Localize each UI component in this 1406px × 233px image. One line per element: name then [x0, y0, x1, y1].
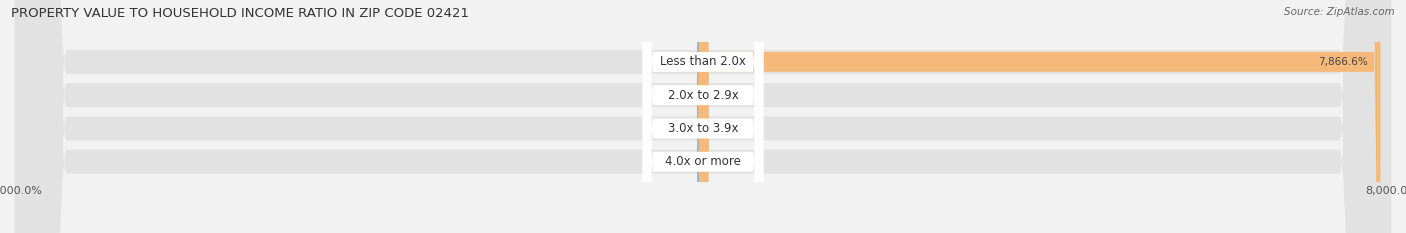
Text: 18.9%: 18.9%: [711, 157, 745, 167]
Text: Source: ZipAtlas.com: Source: ZipAtlas.com: [1284, 7, 1395, 17]
Text: 10.5%: 10.5%: [662, 90, 695, 100]
FancyBboxPatch shape: [15, 0, 1391, 233]
Text: Less than 2.0x: Less than 2.0x: [659, 55, 747, 69]
Text: 68.8%: 68.8%: [657, 157, 690, 167]
Text: 7.0%: 7.0%: [669, 123, 696, 134]
Text: 9.7%: 9.7%: [710, 90, 737, 100]
FancyBboxPatch shape: [703, 0, 1381, 233]
FancyBboxPatch shape: [643, 0, 763, 233]
FancyBboxPatch shape: [643, 0, 763, 233]
Text: 2.0x to 2.9x: 2.0x to 2.9x: [668, 89, 738, 102]
Text: 4.0x or more: 4.0x or more: [665, 155, 741, 168]
Text: PROPERTY VALUE TO HOUSEHOLD INCOME RATIO IN ZIP CODE 02421: PROPERTY VALUE TO HOUSEHOLD INCOME RATIO…: [11, 7, 470, 20]
FancyBboxPatch shape: [696, 0, 704, 233]
FancyBboxPatch shape: [643, 0, 763, 233]
FancyBboxPatch shape: [699, 0, 710, 233]
Text: 24.1%: 24.1%: [711, 123, 745, 134]
FancyBboxPatch shape: [696, 0, 709, 233]
Text: 11.6%: 11.6%: [662, 57, 695, 67]
FancyBboxPatch shape: [696, 0, 709, 233]
Text: 7,866.6%: 7,866.6%: [1317, 57, 1368, 67]
FancyBboxPatch shape: [15, 0, 1391, 233]
FancyBboxPatch shape: [697, 0, 710, 233]
FancyBboxPatch shape: [696, 0, 709, 233]
Text: 3.0x to 3.9x: 3.0x to 3.9x: [668, 122, 738, 135]
FancyBboxPatch shape: [643, 0, 763, 233]
FancyBboxPatch shape: [697, 0, 710, 233]
FancyBboxPatch shape: [15, 0, 1391, 233]
FancyBboxPatch shape: [15, 0, 1391, 233]
